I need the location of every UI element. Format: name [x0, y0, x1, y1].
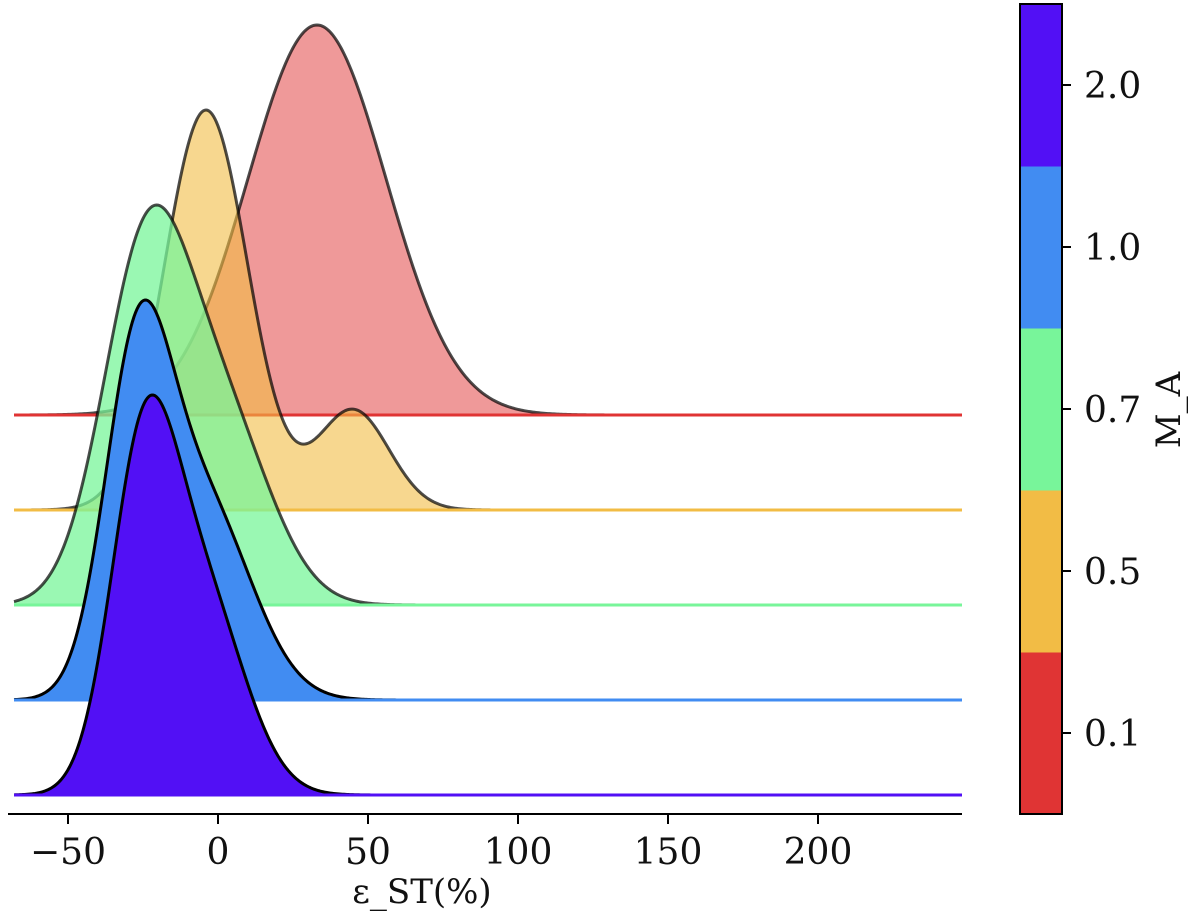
x-tick-label: 200 — [784, 832, 853, 873]
colorbar — [1020, 4, 1062, 815]
colorbar-tick-label: 0.5 — [1084, 552, 1141, 593]
ridge-fill-2.0 — [14, 395, 962, 795]
colorbar-label: M_A — [1149, 371, 1189, 448]
ridges-group — [13, 23, 962, 797]
colorbar-tick-label: 1.0 — [1084, 228, 1141, 269]
ridge-fill-0.5 — [14, 110, 962, 510]
colorbar-ticks-group: 0.1 0.5 0.7 1.0 2.0 — [1062, 66, 1141, 755]
x-ticks-group: −50 0 50 100 150 200 — [30, 814, 852, 873]
x-tick-label: −50 — [30, 832, 106, 873]
ridge-fill-0.7 — [14, 205, 962, 605]
x-tick-label: 100 — [484, 832, 553, 873]
colorbar-tick-label: 0.7 — [1084, 390, 1141, 431]
colorbar-segment-0.7 — [1020, 328, 1062, 491]
colorbar-segment-0.1 — [1020, 652, 1062, 815]
colorbar-segment-1.0 — [1020, 166, 1062, 329]
x-tick-label: 0 — [207, 832, 230, 873]
colorbar-tick-label: 0.1 — [1084, 714, 1141, 755]
x-axis-label: ε_ST(%) — [352, 872, 491, 912]
colorbar-tick-label: 2.0 — [1084, 66, 1141, 107]
x-tick-label: 50 — [345, 832, 391, 873]
colorbar-segment-2.0 — [1020, 4, 1062, 167]
colorbar-segment-0.5 — [1020, 490, 1062, 653]
x-tick-label: 150 — [634, 832, 703, 873]
ridge-fill-1.0 — [14, 300, 962, 700]
